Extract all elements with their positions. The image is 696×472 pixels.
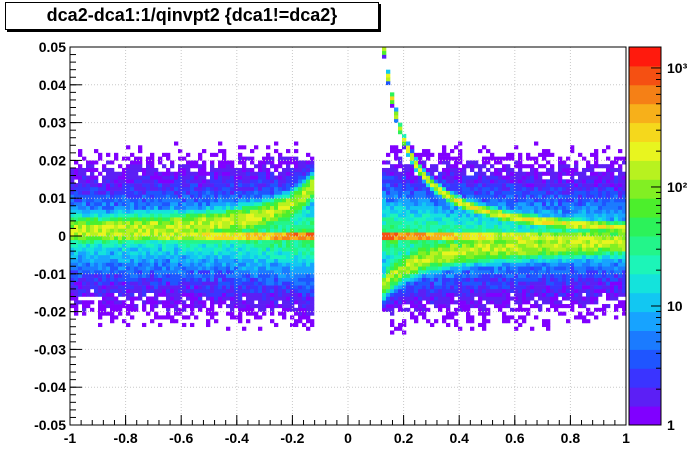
palette-color-step [629, 84, 661, 105]
axes: -1 -0.8 -0.6 -0.4 -0.2 0 0.2 0.4 0.6 0.8 1 -0.05 -0.… [34, 39, 630, 446]
x-tick-label: 0.6 [505, 430, 525, 446]
y-tick-label: 0.02 [39, 152, 66, 168]
x-tick-label: 0 [344, 430, 352, 446]
y-tick-label: -0.05 [34, 417, 66, 433]
y-tick-label: -0.03 [34, 341, 66, 357]
palette-color-step [629, 236, 661, 256]
palette-color-step [629, 330, 661, 350]
x-tick-label: 1 [622, 430, 630, 446]
grid-lines [70, 47, 626, 425]
x-tick-label: -0.4 [225, 430, 249, 446]
palette-color-step [629, 179, 661, 199]
palette-tick-label: 1 [667, 417, 675, 433]
palette-tick-label: 10 [667, 298, 683, 314]
palette-color-step [629, 349, 661, 369]
palette-tick-label: 10³ [667, 60, 688, 76]
chart-title-box: dca2-dca1:1/qinvpt2 {dca1!=dca2} [5, 2, 379, 30]
chart-title: dca2-dca1:1/qinvpt2 {dca1!=dca2} [46, 5, 338, 25]
y-tick-label: 0.01 [39, 190, 66, 206]
color-palette: 1 10 10² 10³ [628, 46, 688, 433]
palette-color-step [629, 292, 661, 313]
palette-color-step [629, 387, 661, 407]
y-tick-label: 0.03 [39, 115, 66, 131]
palette-color-step [629, 406, 661, 426]
x-tick-label: -1 [64, 430, 77, 446]
x-tick-label: -0.6 [169, 430, 193, 446]
y-tick-label: 0.04 [39, 77, 66, 93]
x-tick-label: -0.2 [280, 430, 304, 446]
x-tick-label: 0.4 [449, 430, 469, 446]
y-tick-label: 0.05 [39, 39, 66, 55]
palette-color-step [629, 198, 661, 218]
palette-color-step [629, 273, 661, 294]
y-tick-label: -0.01 [34, 266, 66, 282]
palette-tick-label: 10² [667, 179, 688, 195]
y-tick-label: 0 [58, 228, 66, 244]
palette-color-step [629, 103, 661, 124]
palette-frame [628, 46, 662, 426]
heatmap-cells [70, 47, 626, 335]
palette-color-step [629, 311, 661, 331]
y-tick-label: -0.02 [34, 304, 66, 320]
palette-color-step [629, 65, 661, 86]
y-tick-label: -0.04 [34, 379, 66, 395]
x-tick-label: 0.8 [561, 430, 581, 446]
palette-color-step [629, 141, 661, 161]
palette-color-step [629, 122, 661, 142]
palette-color-step [629, 160, 661, 180]
palette-color-step [629, 47, 661, 67]
x-tick-label: -0.8 [114, 430, 138, 446]
x-tick-label: 0.2 [394, 430, 414, 446]
palette-color-step [629, 368, 661, 388]
palette-color-step [629, 217, 661, 237]
palette-color-step [629, 254, 661, 275]
